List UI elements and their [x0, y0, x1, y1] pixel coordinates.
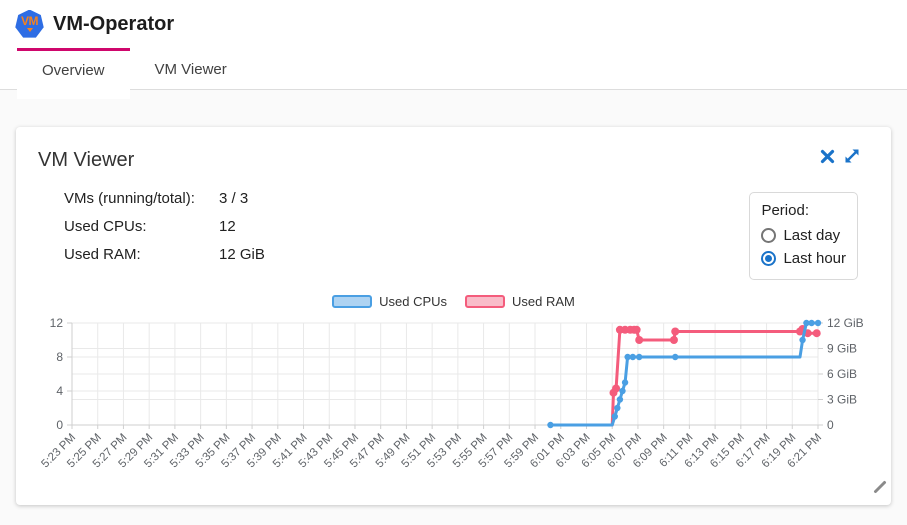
y-left-tick-label: 0 [56, 418, 63, 432]
y-left-tick-label: 8 [56, 350, 63, 364]
app-logo-icon: VM [15, 9, 44, 38]
data-point-used-cpus[interactable] [614, 404, 621, 412]
data-point-used-cpus[interactable] [808, 319, 815, 327]
stat-ram-value: 12 GiB [219, 246, 265, 263]
y-right-tick-label: 0 [827, 418, 834, 432]
stat-ram-label: Used RAM: [64, 246, 141, 263]
tab-overview[interactable]: Overview [17, 48, 130, 99]
legend-label-ram: Used RAM [512, 294, 575, 309]
data-point-used-cpus[interactable] [814, 319, 822, 327]
stat-cpus-label: Used CPUs: [64, 218, 147, 235]
tab-bar: Overview VM Viewer [0, 48, 907, 99]
y-right-tick-label: 3 GiB [827, 393, 857, 407]
radio-last-hour-circle[interactable] [761, 251, 777, 266]
data-point-used-cpus[interactable] [629, 353, 636, 361]
card-title: VM Viewer [38, 149, 135, 171]
chart-axes: 5:23 PM5:25 PM5:27 PM5:29 PM5:31 PM5:33 … [39, 316, 863, 470]
data-point-used-cpus[interactable] [672, 353, 679, 361]
usage-chart[interactable]: 5:23 PM5:25 PM5:27 PM5:29 PM5:31 PM5:33 … [32, 313, 875, 479]
series-line-used-ram [610, 327, 819, 427]
data-point-used-cpus[interactable] [636, 353, 643, 361]
main-area: VM Viewer VMs (running/total [0, 90, 907, 505]
tab-vm-viewer[interactable]: VM Viewer [130, 48, 252, 90]
radio-last-day-circle[interactable] [761, 228, 777, 243]
data-point-used-ram[interactable] [812, 329, 821, 338]
data-point-used-cpus[interactable] [624, 353, 631, 361]
data-point-used-cpus[interactable] [621, 379, 629, 386]
data-point-used-ram[interactable] [632, 325, 641, 334]
legend-swatch-cpus [332, 295, 373, 308]
radio-last-day[interactable]: Last day [761, 227, 846, 244]
data-point-used-cpus[interactable] [547, 421, 554, 429]
data-point-used-ram[interactable] [612, 384, 621, 393]
data-point-used-ram[interactable] [635, 336, 644, 344]
chart-container: 5:23 PM 5:25 PM 5:27 PM 5:29 PM 5:31 PM 5:33 … [32, 313, 875, 484]
y-left-tick-label: 12 [50, 316, 64, 330]
card-header: VM Viewer [32, 143, 875, 172]
data-point-used-cpus[interactable] [799, 336, 806, 344]
stat-cpus-value: 12 [219, 218, 236, 235]
data-point-used-ram[interactable] [671, 327, 680, 336]
y-right-tick-label: 12 GiB [827, 316, 864, 330]
y-left-tick-label: 4 [56, 384, 63, 398]
chart-gridlines [71, 322, 819, 425]
chart-legend: Used CPUs Used RAM [32, 294, 875, 309]
legend-label-cpus: Used CPUs [379, 294, 448, 309]
legend-item-ram[interactable]: Used RAM [465, 294, 575, 309]
y-right-tick-label: 9 GiB [827, 342, 857, 356]
data-point-used-cpus[interactable] [803, 319, 810, 327]
tab-overview-label: Overview [42, 62, 105, 79]
card-actions [818, 147, 861, 165]
radio-last-day-label: Last day [783, 227, 841, 244]
app-header: VM VM-Operator [0, 0, 907, 48]
app-title: VM-Operator [53, 12, 175, 35]
tab-vm-viewer-label: VM Viewer [154, 60, 227, 78]
stat-vms-label: VMs (running/total): [64, 190, 195, 207]
legend-swatch-ram [465, 295, 506, 308]
data-point-used-cpus[interactable] [619, 387, 626, 395]
expand-icon[interactable] [843, 147, 861, 165]
stat-vms-value: 3 / 3 [219, 190, 249, 207]
chart-series [547, 319, 822, 429]
close-icon[interactable] [818, 147, 836, 165]
radio-last-hour-label: Last hour [783, 250, 846, 267]
y-right-tick-label: 6 GiB [827, 367, 857, 381]
period-selector: Period: Last day Last hour [749, 192, 858, 280]
logo-text: VM [21, 14, 39, 28]
data-point-used-ram[interactable] [669, 336, 678, 344]
vm-viewer-card: VM Viewer VMs (running/total [16, 127, 891, 505]
resize-handle-icon[interactable] [872, 479, 888, 500]
legend-item-cpus[interactable]: Used CPUs [332, 294, 447, 309]
logo-arrow-icon [26, 28, 33, 32]
stats-and-period-row: VMs (running/total): 3 / 3 Used CPUs: 12… [32, 190, 875, 280]
data-point-used-cpus[interactable] [611, 413, 618, 420]
period-label: Period: [761, 202, 809, 219]
stats-list: VMs (running/total): 3 / 3 Used CPUs: 12… [32, 190, 749, 280]
radio-last-hour[interactable]: Last hour [761, 250, 846, 267]
data-point-used-cpus[interactable] [616, 396, 624, 403]
